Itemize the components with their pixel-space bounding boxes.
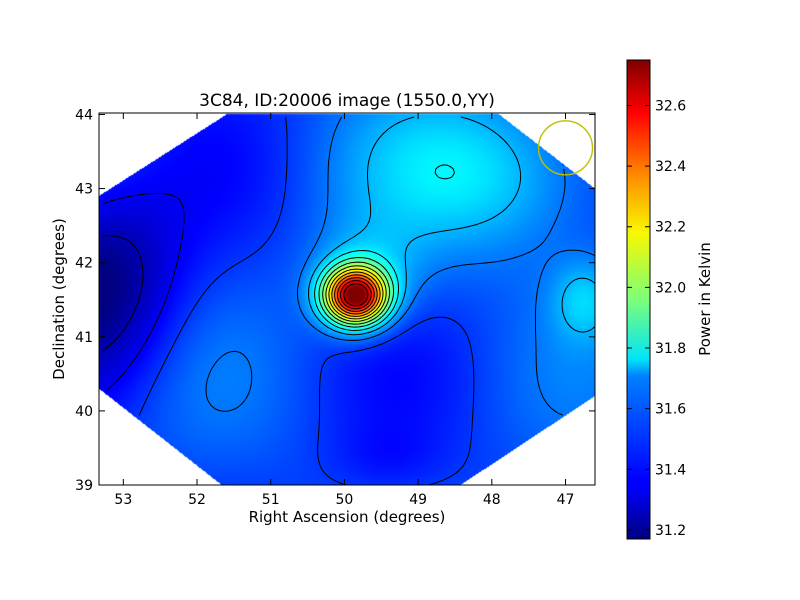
x-tick-label: 47: [557, 492, 575, 508]
y-tick-label: 39: [75, 478, 93, 494]
contour-line: [308, 116, 595, 336]
x-axis-label: Right Ascension (degrees): [249, 508, 446, 526]
x-tick-label: 50: [336, 492, 354, 508]
colorbar-tick-label: 32.6: [655, 98, 686, 114]
x-tick-label: 52: [188, 492, 206, 508]
plot-area: [98, 112, 596, 486]
contour-line: [318, 257, 395, 328]
x-tick-label: 53: [114, 492, 132, 508]
contour-line: [102, 193, 185, 391]
contour-line: [102, 235, 144, 352]
plot-frame: [98, 112, 596, 486]
colorbar: 31.2 31.4 31.6 31.8 32.0 32.2 32.4 32.6 Power i…: [626, 59, 714, 540]
x-tick-label: 51: [262, 492, 280, 508]
contour-line: [325, 265, 387, 322]
colorbar-tick-label: 31.2: [655, 523, 686, 539]
contour-line: [343, 283, 369, 307]
y-tick-label: 42: [75, 256, 93, 272]
chart-title: 3C84, ID:20006 image (1550.0,YY): [199, 91, 495, 111]
y-axis-label: Declination (degrees): [50, 218, 68, 380]
colorbar-ticks: 31.2 31.4 31.6 31.8 32.0 32.2 32.4 32.6: [627, 98, 686, 539]
x-tick-label: 48: [483, 492, 501, 508]
contour-line: [138, 116, 475, 485]
contour-line: [331, 271, 381, 317]
colorbar-gradient: [626, 59, 651, 540]
y-tick-label: 44: [75, 107, 93, 123]
colorbar-tick-label: 31.4: [655, 462, 686, 478]
y-tick-label: 40: [75, 404, 93, 420]
y-axis: 39 40 41 42 43 44: [75, 107, 595, 494]
x-axis: 53 52 51 50 49 48 47: [114, 113, 574, 508]
y-tick-label: 41: [75, 330, 93, 346]
contour-line: [334, 274, 378, 315]
colorbar-tick-label: 32.2: [655, 220, 686, 236]
beam-circle: [537, 120, 594, 176]
contour-line: [340, 280, 372, 310]
colorbar-tick-label: 31.8: [655, 341, 686, 357]
colorbar-label: Power in Kelvin: [696, 242, 714, 356]
contour-line: [314, 164, 455, 331]
contour-line: [205, 116, 595, 416]
heatmap-image: [99, 113, 595, 485]
colorbar-tick-label: 31.6: [655, 402, 686, 418]
contour-line: [322, 261, 391, 325]
contour-lines: [102, 116, 595, 485]
colorbar-tick-label: 32.0: [655, 280, 686, 296]
y-tick-label: 43: [75, 182, 93, 198]
x-tick-label: 49: [409, 492, 427, 508]
contour-line: [328, 268, 384, 320]
colorbar-tick-label: 32.4: [655, 159, 686, 175]
contour-line: [337, 277, 375, 312]
